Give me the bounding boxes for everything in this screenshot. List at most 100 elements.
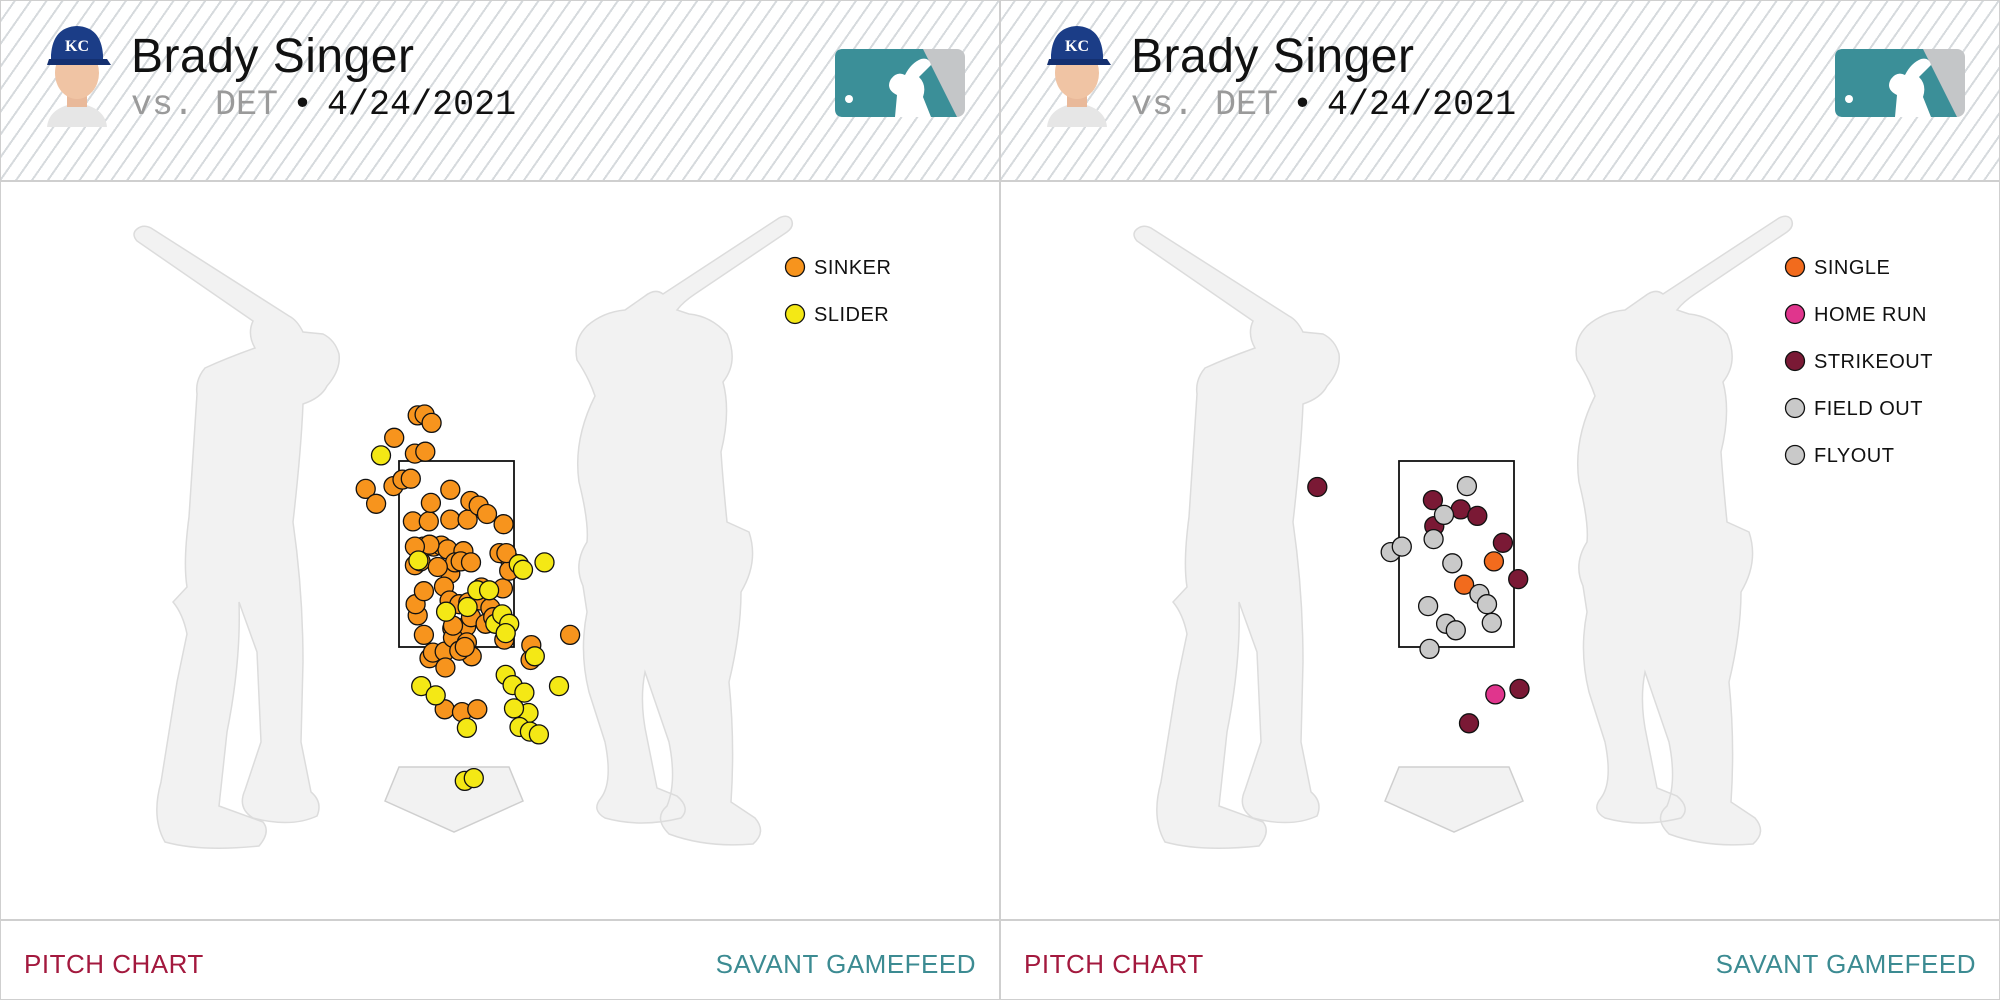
pitch-point-slider[interactable] — [463, 767, 484, 789]
chart-legend: SINKER SLIDER — [784, 256, 891, 326]
player-headshot: KC — [1047, 26, 1111, 127]
pitch-point-single[interactable] — [1483, 551, 1505, 572]
opponent-label: vs. DET — [131, 85, 279, 125]
pitch-point-slider[interactable] — [370, 445, 392, 466]
pitch-point-sinker[interactable] — [435, 657, 456, 678]
batter-silhouettes — [1133, 215, 1794, 849]
pitch-point-slider[interactable] — [514, 682, 535, 703]
pitch-point-sinker[interactable] — [440, 479, 461, 500]
pitch-point-slider[interactable] — [528, 724, 550, 745]
svg-text:KC: KC — [1065, 38, 1089, 55]
legend-label-flyout: FLYOUT — [1814, 445, 1894, 467]
pitch-points — [355, 404, 581, 792]
player-headshot: KC — [47, 26, 111, 127]
pitch-point-slider[interactable] — [457, 596, 478, 618]
opponent-label: vs. DET — [1131, 85, 1279, 125]
game-info: vs. DET • 4/24/2021 — [1131, 85, 1516, 125]
pitch-point-field-out[interactable] — [1476, 594, 1498, 615]
pitch-point-slider[interactable] — [408, 550, 429, 571]
pitch-point-strikeout[interactable] — [1307, 476, 1328, 498]
legend-swatch-home-run — [1784, 303, 1806, 325]
pitch-chart-panel-right: KC Brady Singer vs. DET • 4/24/2021 SINGLE… — [1000, 0, 2000, 1000]
pitch-point-strikeout[interactable] — [1492, 532, 1514, 553]
pitch-point-sinker[interactable] — [415, 441, 436, 462]
pitch-point-slider[interactable] — [503, 698, 525, 719]
pitch-point-sinker[interactable] — [355, 478, 376, 500]
pitch-point-sinker[interactable] — [413, 624, 435, 646]
player-name: Brady Singer — [131, 30, 415, 83]
game-date: 4/24/2021 — [1327, 85, 1517, 125]
legend-swatch-single — [1784, 256, 1806, 278]
legend-label-sinker: SINKER — [814, 257, 891, 279]
pitch-chart-link[interactable]: PITCH CHART — [24, 949, 204, 979]
game-date: 4/24/2021 — [327, 85, 517, 125]
pitch-chart-link[interactable]: PITCH CHART — [1024, 949, 1204, 979]
pitch-point-sinker[interactable] — [460, 552, 482, 573]
pitch-point-strikeout[interactable] — [1458, 713, 1480, 734]
panel-header: KC Brady Singer vs. DET • 4/24/2021 — [1001, 1, 1999, 182]
pitch-point-field-out[interactable] — [1433, 504, 1455, 526]
pitch-point-sinker[interactable] — [384, 427, 405, 448]
pitch-point-field-out[interactable] — [1442, 553, 1463, 574]
pitch-point-slider[interactable] — [411, 675, 432, 697]
pitch-point-field-out[interactable] — [1456, 475, 1478, 497]
panel-header: KC Brady Singer vs. DET • 4/24/2021 — [1, 1, 999, 182]
pitch-points — [1307, 475, 1530, 734]
panel-footer: PITCH CHART SAVANT GAMEFEED — [1, 919, 999, 999]
pitch-point-sinker[interactable] — [454, 636, 475, 658]
pitch-point-slider[interactable] — [524, 646, 545, 667]
pitch-point-sinker[interactable] — [476, 503, 498, 525]
bullet-separator: • — [292, 85, 314, 125]
legend-label-single: SINGLE — [1814, 257, 1890, 279]
player-name: Brady Singer — [1131, 30, 1415, 83]
home-plate — [1384, 766, 1524, 833]
savant-gamefeed-link[interactable]: SAVANT GAMEFEED — [715, 949, 976, 979]
legend-swatch-strikeout — [1784, 350, 1806, 372]
savant-gamefeed-link[interactable]: SAVANT GAMEFEED — [1715, 949, 1976, 979]
pitch-point-single[interactable] — [1453, 574, 1475, 595]
pitch-point-sinker[interactable] — [421, 412, 442, 434]
pitch-point-sinker[interactable] — [559, 624, 581, 646]
panel-footer: PITCH CHART SAVANT GAMEFEED — [1001, 919, 1999, 999]
pitch-point-field-out[interactable] — [1391, 536, 1412, 557]
pitch-point-sinker[interactable] — [427, 556, 448, 578]
pitch-point-slider[interactable] — [495, 622, 516, 644]
pitch-point-slider[interactable] — [512, 559, 534, 580]
pitch-point-sinker[interactable] — [440, 509, 461, 530]
legend-swatch-slider — [784, 303, 806, 325]
home-plate — [384, 766, 524, 833]
pitch-point-sinker[interactable] — [418, 511, 439, 532]
pitch-point-slider[interactable] — [456, 717, 478, 739]
pitch-point-slider[interactable] — [478, 580, 500, 601]
pitch-point-sinker[interactable] — [420, 492, 442, 514]
pitch-point-slider[interactable] — [534, 552, 555, 573]
chart-legend: SINGLE HOME RUN STRIKEOUT FIELD OUT FLYOUT — [1784, 256, 1933, 467]
pitch-point-slider[interactable] — [435, 601, 457, 622]
legend-label-strikeout: STRIKEOUT — [1814, 351, 1933, 373]
mlb-logo-icon — [1835, 49, 1965, 117]
pitch-point-sinker[interactable] — [365, 493, 387, 514]
legend-swatch-field-out — [1784, 397, 1806, 419]
pitch-point-home-run[interactable] — [1485, 684, 1506, 705]
game-info: vs. DET • 4/24/2021 — [131, 85, 516, 125]
pitch-point-sinker[interactable] — [467, 699, 488, 720]
pitch-point-slider[interactable] — [425, 685, 446, 706]
pitch-point-field-out[interactable] — [1445, 620, 1466, 641]
pitch-point-field-out[interactable] — [1419, 638, 1440, 660]
bullet-separator: • — [1292, 85, 1314, 125]
pitch-point-strikeout[interactable] — [1508, 568, 1529, 590]
legend-swatch-flyout — [1784, 444, 1806, 466]
pitch-point-strikeout[interactable] — [1509, 678, 1530, 700]
legend-label-home-run: HOME RUN — [1814, 304, 1927, 326]
svg-text:KC: KC — [65, 38, 89, 55]
pitch-point-strikeout[interactable] — [1422, 489, 1444, 511]
pitch-point-slider[interactable] — [548, 675, 570, 697]
pitch-point-sinker[interactable] — [493, 514, 514, 535]
pitch-point-sinker[interactable] — [400, 468, 421, 489]
pitch-point-field-out[interactable] — [1417, 595, 1439, 617]
pitch-point-field-out[interactable] — [1423, 528, 1444, 550]
pitch-point-field-out[interactable] — [1481, 612, 1502, 633]
pitch-point-strikeout[interactable] — [1467, 505, 1488, 527]
legend-swatch-sinker — [784, 256, 806, 278]
pitch-point-sinker[interactable] — [413, 581, 435, 602]
